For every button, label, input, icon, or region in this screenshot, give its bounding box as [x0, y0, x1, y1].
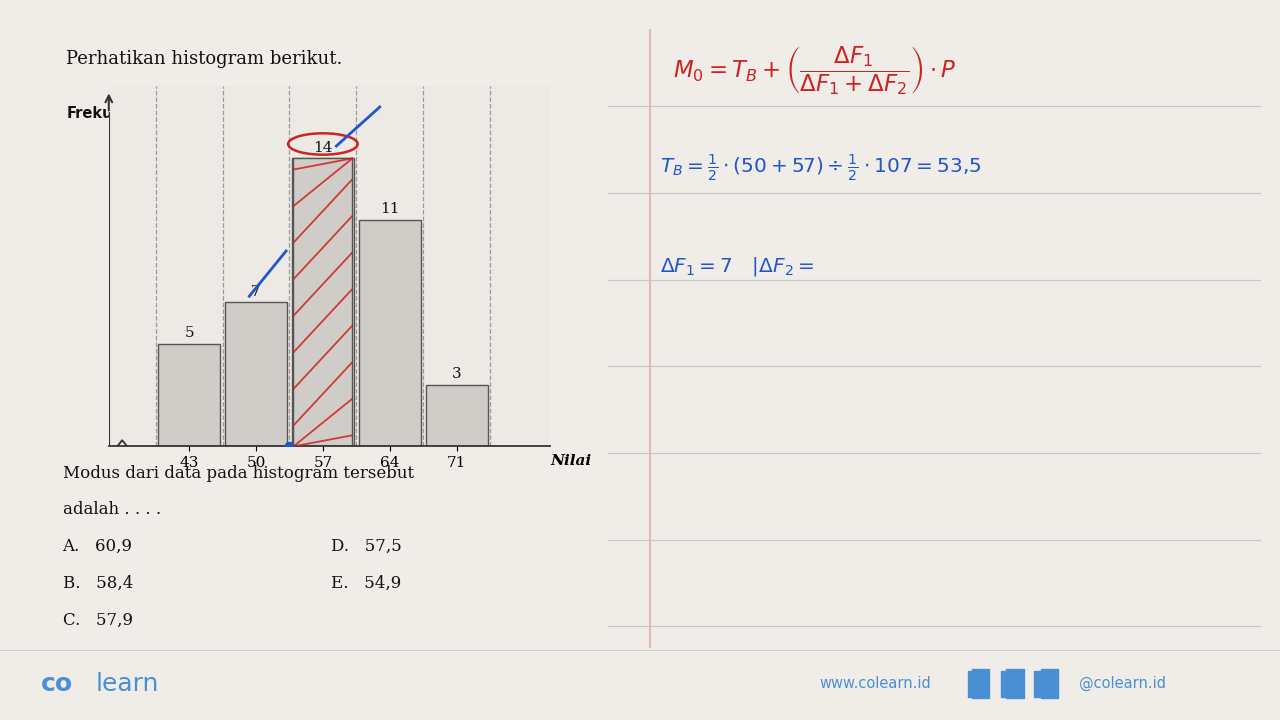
Text: Nilai: Nilai: [550, 454, 591, 468]
Text: E.   54,9: E. 54,9: [332, 575, 401, 592]
Text: adalah . . . .: adalah . . . .: [63, 500, 161, 518]
Text: learn: learn: [96, 672, 160, 696]
Text: 14: 14: [314, 140, 333, 155]
Bar: [159, 343, 220, 446]
Text: 5: 5: [184, 326, 193, 340]
Text: @colearn.id: @colearn.id: [1079, 676, 1166, 691]
Bar: [292, 158, 353, 446]
Text: Frekuensi: Frekuensi: [67, 107, 147, 121]
Text: Perhatikan histogram berikut.: Perhatikan histogram berikut.: [67, 50, 343, 68]
Text: A.   60,9: A. 60,9: [63, 538, 133, 555]
Text: $T_B = \frac{1}{2} \cdot (50 + 57) \div \frac{1}{2} \cdot 107 = 53{,}5$: $T_B = \frac{1}{2} \cdot (50 + 57) \div …: [660, 153, 982, 183]
Text: www.colearn.id: www.colearn.id: [819, 676, 931, 691]
Text: C.   57,9: C. 57,9: [63, 612, 133, 629]
Bar: [358, 220, 421, 446]
Bar: [426, 384, 488, 446]
Bar: [293, 158, 352, 446]
Text: B.   58,4: B. 58,4: [63, 575, 133, 592]
Text: 11: 11: [380, 202, 399, 217]
Text: D.   57,5: D. 57,5: [332, 538, 402, 555]
Text: co: co: [41, 672, 73, 696]
Text: Modus dari data pada histogram tersebut: Modus dari data pada histogram tersebut: [63, 465, 413, 482]
Text: $\Delta F_1 = 7 \quad | \Delta F_2 =$: $\Delta F_1 = 7 \quad | \Delta F_2 =$: [660, 255, 814, 278]
Text: 7: 7: [251, 284, 261, 299]
Text: $M_0 = T_B + \left(\dfrac{\Delta F_1}{\Delta F_1 + \Delta F_2}\right) \cdot P$: $M_0 = T_B + \left(\dfrac{\Delta F_1}{\D…: [673, 45, 957, 97]
Bar: [225, 302, 287, 446]
Text: 3: 3: [452, 367, 462, 381]
